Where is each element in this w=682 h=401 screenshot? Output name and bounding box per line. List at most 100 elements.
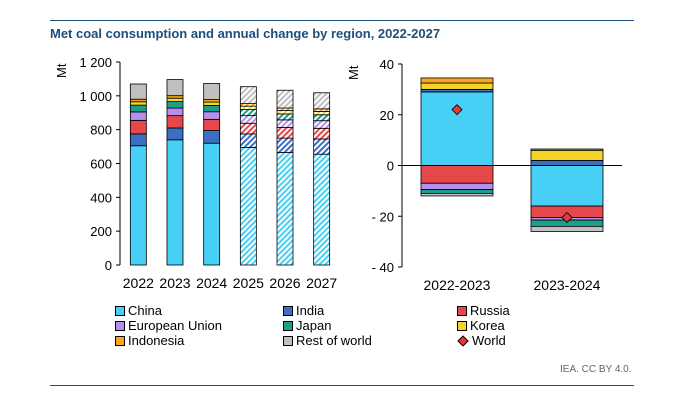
bar-russia-2022 <box>129 119 147 135</box>
legend-swatch-world <box>457 335 469 347</box>
legend-label-china: China <box>128 303 162 318</box>
legend-item-india: India <box>283 304 324 318</box>
legend-item-russia: Russia <box>457 304 510 318</box>
bar-china-2024 <box>203 142 221 266</box>
x-tick-label-2027: 2027 <box>306 275 337 291</box>
bar-european-union-2022-2023 <box>420 182 494 191</box>
x-tick-label-2024: 2024 <box>196 275 227 291</box>
y-tick-label-400: 400 <box>90 190 112 205</box>
bar-india-2027 <box>313 138 331 155</box>
legend-label-european-union: European Union <box>128 318 222 333</box>
bar-korea-2023-2024 <box>530 149 604 161</box>
legend-swatch-indonesia <box>115 336 125 346</box>
top-rule <box>50 20 634 21</box>
bar-rest-of-world-2023 <box>166 79 184 97</box>
x-tick-label-2026: 2026 <box>269 275 300 291</box>
legend-swatch-china <box>115 306 125 316</box>
x-tick-label-2022-2023: 2022-2023 <box>424 277 491 293</box>
bar-korea-2022-2023 <box>420 82 494 90</box>
bar-russia-2027 <box>313 127 331 140</box>
consumption-chart: 0 200 400 600 800 1 000 1 200 Mt 2022 2023 2024 202… <box>54 55 337 291</box>
legend-item-rest-of-world: Rest of world <box>283 334 372 348</box>
y-tick-label-1: - 20 <box>372 209 394 224</box>
bar-china-2026 <box>276 152 294 266</box>
legend: China India Russia European Union Japan Korea… <box>115 304 535 352</box>
legend-swatch-korea <box>457 321 467 331</box>
legend-swatch-european-union <box>115 321 125 331</box>
x-tick-label-2023: 2023 <box>159 275 190 291</box>
legend-label-rest-of-world: Rest of world <box>296 333 372 348</box>
world-marker-2023-2024 <box>561 211 573 224</box>
world-marker-2022-2023 <box>451 104 463 116</box>
legend-label-world: World <box>472 333 506 348</box>
bar-rest-of-world-2025 <box>239 86 257 105</box>
bar-china-2023 <box>166 139 184 266</box>
legend-swatch-japan <box>283 321 293 331</box>
y-tick-label-1000: 1 000 <box>79 89 112 104</box>
bar-rest-of-world-2022 <box>129 83 147 100</box>
bar-russia-2023 <box>166 115 184 129</box>
y-tick-label-0: 0 <box>105 258 112 273</box>
y-tick-label-800: 800 <box>90 123 112 138</box>
y-tick-label-600: 600 <box>90 157 112 172</box>
y-tick-label-2: 0 <box>387 159 394 174</box>
legend-label-indonesia: Indonesia <box>128 333 185 348</box>
x-tick-label-2022: 2022 <box>123 275 154 291</box>
y-tick-label-0: - 40 <box>372 260 394 275</box>
bar-india-2024 <box>203 130 221 144</box>
bar-china-2022 <box>129 145 147 266</box>
bar-korea-2025 <box>239 105 257 110</box>
y-tick-label-3: 20 <box>380 108 394 123</box>
bar-korea-2027 <box>313 110 331 116</box>
bar-korea-2023 <box>166 97 184 102</box>
bar-indonesia-2023-2024 <box>530 148 604 151</box>
legend-item-china: China <box>115 304 162 318</box>
bar-japan-2022-2023 <box>420 189 494 194</box>
legend-label-russia: Russia <box>470 303 510 318</box>
bar-european-union-2022 <box>129 111 147 121</box>
bar-japan-2025 <box>239 109 257 117</box>
bar-china-2027 <box>313 153 331 266</box>
legend-swatch-russia <box>457 306 467 316</box>
bar-india-2022 <box>129 133 147 147</box>
y-axis-label: Mt <box>54 63 69 78</box>
x-tick-label-2025: 2025 <box>233 275 264 291</box>
bar-russia-2026 <box>276 127 294 139</box>
bar-european-union-2023 <box>166 107 184 117</box>
bar-russia-2024 <box>203 118 221 131</box>
legend-swatch-india <box>283 306 293 316</box>
bar-japan-2023 <box>166 101 184 109</box>
legend-item-indonesia: Indonesia <box>115 334 184 348</box>
bar-china-2025 <box>239 147 257 266</box>
bar-korea-2026 <box>276 110 294 115</box>
bar-indonesia-2022-2023 <box>420 77 494 84</box>
x-tick-label-2023-2024: 2023-2024 <box>534 277 601 293</box>
bar-rest-of-world-2026 <box>276 89 294 109</box>
y-tick-label-4: 40 <box>380 57 394 72</box>
legend-swatch-rest-of-world <box>283 336 293 346</box>
bar-japan-2026 <box>276 113 294 121</box>
bar-india-2025 <box>239 133 257 148</box>
y-tick-label-200: 200 <box>90 224 112 239</box>
bar-china-2022-2023 <box>420 91 494 166</box>
bar-china-2023-2024 <box>530 165 604 207</box>
bar-rest-of-world-2023-2024 <box>530 225 604 232</box>
legend-label-india: India <box>296 303 325 318</box>
legend-label-japan: Japan <box>296 318 332 333</box>
y-axis-label: Mt <box>346 65 361 80</box>
bar-japan-2022 <box>129 104 147 113</box>
bar-european-union-2026 <box>276 119 294 128</box>
bar-rest-of-world-2027 <box>313 92 331 110</box>
bar-india-2023-2024 <box>530 160 604 166</box>
bar-india-2026 <box>276 137 294 153</box>
bar-japan-2027 <box>313 114 331 122</box>
legend-item-korea: Korea <box>457 319 505 333</box>
bottom-rule <box>50 385 634 386</box>
y-tick-label-1200: 1 200 <box>79 55 112 70</box>
change-chart: - 40 - 20 0 20 40 Mt 2022-2023 2023-2024 <box>346 57 622 293</box>
legend-item-world: World <box>457 334 506 348</box>
bar-korea-2022 <box>129 101 147 106</box>
bar-russia-2025 <box>239 122 257 135</box>
bar-india-2023 <box>166 127 184 141</box>
